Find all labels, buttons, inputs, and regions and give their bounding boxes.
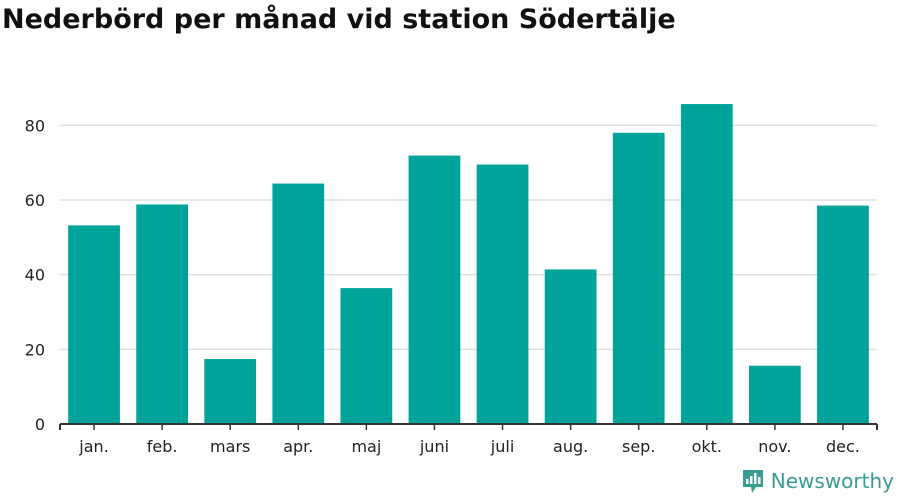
bar-7 (476, 164, 529, 425)
x-tick-label-9: sep. (622, 437, 655, 456)
x-tick-label-6: juni (419, 437, 449, 456)
y-tick-label-60: 60 (25, 191, 45, 210)
bar-5 (340, 288, 393, 424)
x-tick-label-4: apr. (283, 437, 313, 456)
x-tick-label-3: mars (210, 437, 250, 456)
x-tick-label-2: feb. (147, 437, 178, 456)
x-tick-label-10: okt. (692, 437, 722, 456)
bar-2 (136, 204, 188, 424)
brand-logo: Newsworthy (741, 468, 894, 494)
y-tick-label-80: 80 (25, 116, 45, 135)
bar-12 (817, 205, 869, 424)
bar-9 (612, 132, 665, 425)
bar-4 (272, 183, 325, 424)
x-tick-label-8: aug. (553, 437, 588, 456)
x-tick-label-1: jan. (78, 437, 108, 456)
brand-name: Newsworthy (770, 469, 894, 493)
bar-8 (544, 269, 597, 424)
x-tick-label-11: nov. (758, 437, 791, 456)
bar-3 (204, 359, 257, 424)
bar-10 (680, 104, 733, 424)
gridlines (60, 124, 877, 351)
bar-6 (408, 155, 461, 424)
y-tick-label-40: 40 (25, 266, 45, 285)
y-tick-label-0: 0 (35, 415, 45, 434)
x-tick-label-7: juli (490, 437, 514, 456)
axes: 0 20 40 60 80 jan. feb. mars apr. maj juni juli aug.… (25, 116, 878, 456)
bars (68, 104, 869, 425)
y-tick-label-20: 20 (25, 340, 45, 359)
x-tick-label-12: dec. (826, 437, 860, 456)
chart-title: Nederbörd per månad vid station Södertäl… (2, 4, 676, 35)
x-tick-label-5: maj (351, 437, 381, 456)
bar-1 (68, 225, 120, 424)
bar-11 (749, 365, 801, 424)
newsworthy-logo-icon (742, 470, 763, 493)
